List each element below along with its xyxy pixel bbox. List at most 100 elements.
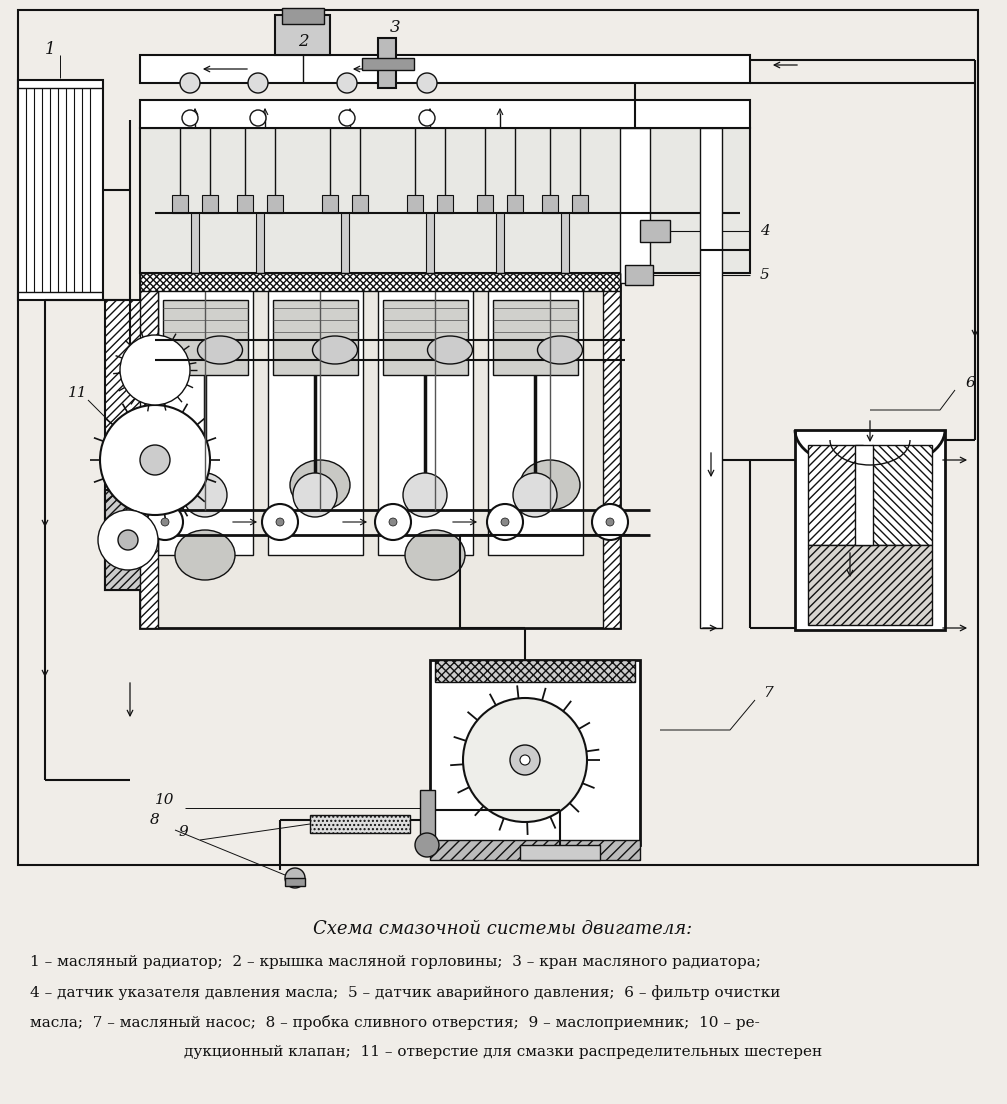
Text: 7: 7 — [763, 686, 773, 700]
Text: 4: 4 — [760, 224, 770, 238]
Bar — [158, 285, 253, 555]
Bar — [268, 285, 363, 555]
Bar — [140, 128, 750, 273]
Bar — [435, 660, 635, 682]
Bar — [430, 840, 640, 860]
Bar — [383, 300, 468, 375]
Bar — [488, 285, 583, 555]
Circle shape — [147, 505, 183, 540]
Circle shape — [463, 698, 587, 822]
Circle shape — [118, 530, 138, 550]
Circle shape — [419, 110, 435, 126]
Circle shape — [276, 518, 284, 526]
Bar — [140, 100, 750, 128]
Circle shape — [415, 834, 439, 857]
Bar — [191, 213, 199, 273]
Bar — [603, 273, 620, 628]
Circle shape — [120, 335, 190, 405]
Bar — [362, 59, 414, 70]
Bar — [322, 195, 338, 213]
Bar — [437, 195, 453, 213]
Bar — [520, 845, 600, 860]
Circle shape — [182, 110, 198, 126]
Ellipse shape — [520, 460, 580, 510]
Bar — [275, 15, 330, 55]
Bar — [105, 490, 150, 590]
Bar — [378, 285, 473, 555]
Text: 1: 1 — [44, 42, 55, 59]
Bar — [285, 878, 305, 887]
Text: 2: 2 — [298, 33, 308, 51]
Bar — [625, 265, 653, 285]
Bar — [140, 273, 620, 628]
Circle shape — [520, 755, 530, 765]
Bar — [352, 195, 368, 213]
Bar — [140, 273, 620, 291]
Text: Схема смазочной системы двигателя:: Схема смазочной системы двигателя: — [313, 920, 693, 938]
Text: масла;  7 – масляный насос;  8 – пробка сливного отверстия;  9 – маслоприемник; : масла; 7 – масляный насос; 8 – пробка сл… — [30, 1015, 759, 1030]
Ellipse shape — [197, 336, 243, 364]
Text: 3: 3 — [390, 20, 401, 36]
Bar — [808, 445, 863, 545]
Circle shape — [417, 73, 437, 93]
Bar — [795, 429, 945, 630]
Circle shape — [375, 505, 411, 540]
Circle shape — [293, 473, 337, 517]
Bar — [493, 300, 578, 375]
Bar — [808, 545, 932, 625]
Bar — [872, 445, 932, 545]
Bar — [140, 273, 158, 628]
Text: 6: 6 — [965, 376, 975, 390]
Circle shape — [285, 868, 305, 888]
Bar — [640, 220, 670, 242]
Text: 1 – масляный радиатор;  2 – крышка масляной горловины;  3 – кран масляного радиа: 1 – масляный радиатор; 2 – крышка маслян… — [30, 955, 761, 969]
Bar — [256, 213, 264, 273]
Bar — [572, 195, 588, 213]
Text: дукционный клапан;  11 – отверстие для смазки распределительных шестерен: дукционный клапан; 11 – отверстие для см… — [184, 1045, 822, 1059]
Bar — [426, 213, 434, 273]
Bar — [172, 195, 188, 213]
Bar — [542, 195, 558, 213]
Bar — [18, 79, 103, 300]
Bar — [378, 38, 396, 88]
Bar — [341, 213, 349, 273]
Bar — [202, 195, 218, 213]
Bar — [18, 10, 978, 866]
Bar — [507, 195, 523, 213]
Bar — [282, 8, 324, 24]
Circle shape — [337, 73, 357, 93]
Ellipse shape — [312, 336, 357, 364]
Circle shape — [250, 110, 266, 126]
Bar — [496, 213, 504, 273]
Bar — [310, 815, 410, 834]
Circle shape — [140, 445, 170, 475]
Circle shape — [339, 110, 355, 126]
Bar — [407, 195, 423, 213]
Text: 8: 8 — [150, 813, 160, 827]
Circle shape — [100, 405, 210, 514]
Circle shape — [248, 73, 268, 93]
Circle shape — [262, 505, 298, 540]
Ellipse shape — [538, 336, 582, 364]
Text: 5: 5 — [760, 268, 770, 282]
Circle shape — [487, 505, 523, 540]
Bar — [430, 660, 640, 845]
Bar — [561, 213, 569, 273]
Bar — [163, 300, 248, 375]
Ellipse shape — [175, 530, 235, 580]
Circle shape — [389, 518, 397, 526]
Bar — [855, 445, 873, 545]
Ellipse shape — [428, 336, 472, 364]
Bar — [477, 195, 493, 213]
Bar — [420, 790, 435, 845]
Circle shape — [403, 473, 447, 517]
Bar — [140, 55, 750, 83]
Circle shape — [510, 745, 540, 775]
Circle shape — [592, 505, 628, 540]
Bar — [620, 128, 650, 283]
Ellipse shape — [290, 460, 350, 510]
Bar — [237, 195, 253, 213]
Circle shape — [180, 73, 200, 93]
Bar — [105, 300, 145, 590]
Circle shape — [183, 473, 227, 517]
